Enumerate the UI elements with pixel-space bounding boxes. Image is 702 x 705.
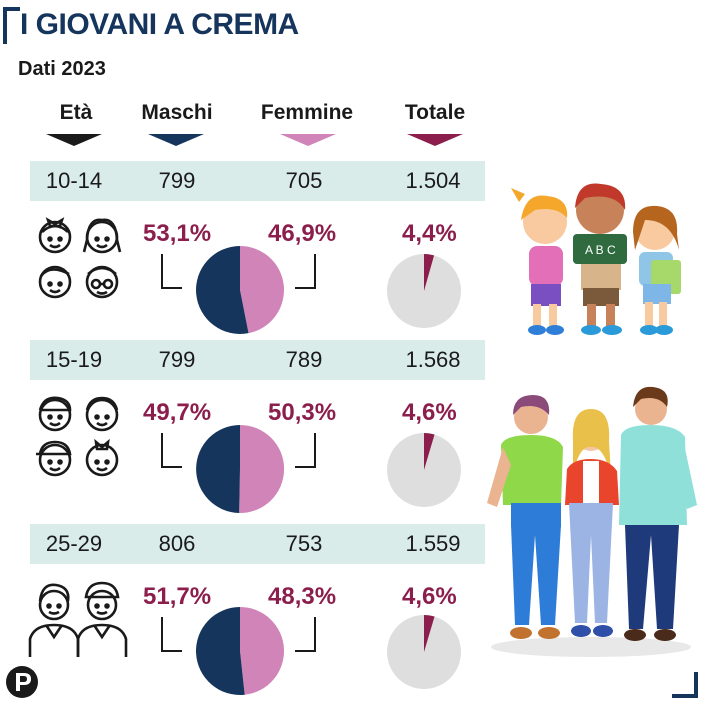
- page-title: I GIOVANI A CREMA: [20, 8, 299, 41]
- children-illustration: A B C: [511, 183, 681, 335]
- row-1-eta: 10-14: [45, 168, 103, 193]
- pie-slice-totale: [424, 433, 435, 470]
- bracket-row-3: [161, 617, 316, 652]
- row-2-femmine-pct: 50,3%: [268, 399, 337, 426]
- row-3-maschi: 806: [158, 531, 196, 556]
- page-subtitle: Dati 2023: [18, 58, 106, 80]
- row-1-femmine-pct: 46,9%: [268, 220, 337, 247]
- teen-faces-icon: [36, 396, 119, 477]
- footer-corner-mark: [672, 672, 698, 698]
- row-2-totale-pct: 4,6%: [402, 399, 457, 426]
- pie-slice-totale: [424, 615, 435, 652]
- row-3-totale-pct: 4,6%: [402, 583, 457, 610]
- pie-slice-totale: [424, 254, 435, 291]
- row-3-totale: 1.559: [405, 531, 461, 556]
- row-band-2: [30, 340, 485, 380]
- header-arrow-maschi: [148, 134, 204, 146]
- header-arrow-femmine: [280, 134, 336, 146]
- row-1-maschi-pct: 53,1%: [143, 220, 212, 247]
- row-3-maschi-pct: 51,7%: [143, 583, 212, 610]
- row-2-maschi-pct: 49,7%: [143, 399, 212, 426]
- bracket-row-1: [161, 254, 316, 289]
- children-faces-icon: [38, 217, 122, 299]
- row-band-1: [30, 161, 485, 201]
- total-pie-row-2: [387, 433, 461, 507]
- young-adults-icon: [28, 581, 128, 657]
- row-1-femmine: 705: [285, 168, 323, 193]
- pie-slice-maschi: [196, 246, 249, 334]
- gender-pie-row-1: [196, 246, 285, 334]
- pie-slice-femmine: [240, 607, 285, 695]
- pie-slice-maschi: [196, 607, 245, 695]
- publisher-logo-icon: [6, 666, 38, 698]
- gender-pie-row-3: [196, 607, 285, 695]
- pie-slice-femmine: [239, 424, 285, 513]
- gender-pie-row-2: [196, 424, 285, 513]
- header-maschi: Maschi: [141, 101, 213, 124]
- bracket-row-2: [161, 433, 316, 468]
- row-3-eta: 25-29: [45, 531, 103, 556]
- title-corner-mark: [3, 7, 20, 44]
- header-eta: Età: [59, 101, 93, 124]
- total-pie-row-1: [387, 254, 461, 328]
- total-pie-row-3: [387, 615, 461, 689]
- header-arrow-eta: [46, 134, 102, 146]
- row-2-femmine: 789: [285, 347, 323, 372]
- row-band-3: [30, 524, 485, 564]
- row-2-maschi: 799: [158, 347, 196, 372]
- row-3-femmine-pct: 48,3%: [268, 583, 337, 610]
- svg-text:A B C: A B C: [585, 243, 616, 257]
- pie-slice-maschi: [196, 425, 240, 513]
- row-3-femmine: 753: [285, 531, 323, 556]
- young-adults-illustration: [487, 386, 697, 657]
- header-arrow-totale: [407, 134, 463, 146]
- row-1-totale-pct: 4,4%: [402, 220, 457, 247]
- header-femmine: Femmine: [260, 101, 354, 124]
- row-2-eta: 15-19: [45, 347, 103, 372]
- row-1-totale: 1.504: [405, 168, 461, 193]
- header-totale: Totale: [404, 101, 466, 124]
- pie-slice-femmine: [240, 246, 285, 334]
- row-1-maschi: 799: [158, 168, 196, 193]
- row-2-totale: 1.568: [405, 347, 461, 372]
